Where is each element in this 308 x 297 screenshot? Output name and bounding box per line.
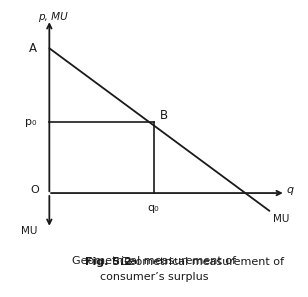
Text: p, MU: p, MU: [38, 12, 67, 22]
Text: q₀: q₀: [148, 203, 160, 213]
Text: Geometrical measurement of: Geometrical measurement of: [72, 256, 236, 266]
Text: MU: MU: [273, 214, 289, 224]
Text: p₀: p₀: [25, 117, 37, 127]
Text: q: q: [287, 185, 294, 195]
Text: Fig. 5.2: Fig. 5.2: [85, 257, 136, 267]
Text: O: O: [30, 185, 39, 195]
Text: A: A: [29, 42, 37, 55]
Text: consumer’s surplus: consumer’s surplus: [100, 272, 208, 282]
Text: MU: MU: [21, 226, 38, 236]
Text: B: B: [159, 109, 168, 121]
Text: Geometrical measurement of: Geometrical measurement of: [120, 257, 283, 267]
